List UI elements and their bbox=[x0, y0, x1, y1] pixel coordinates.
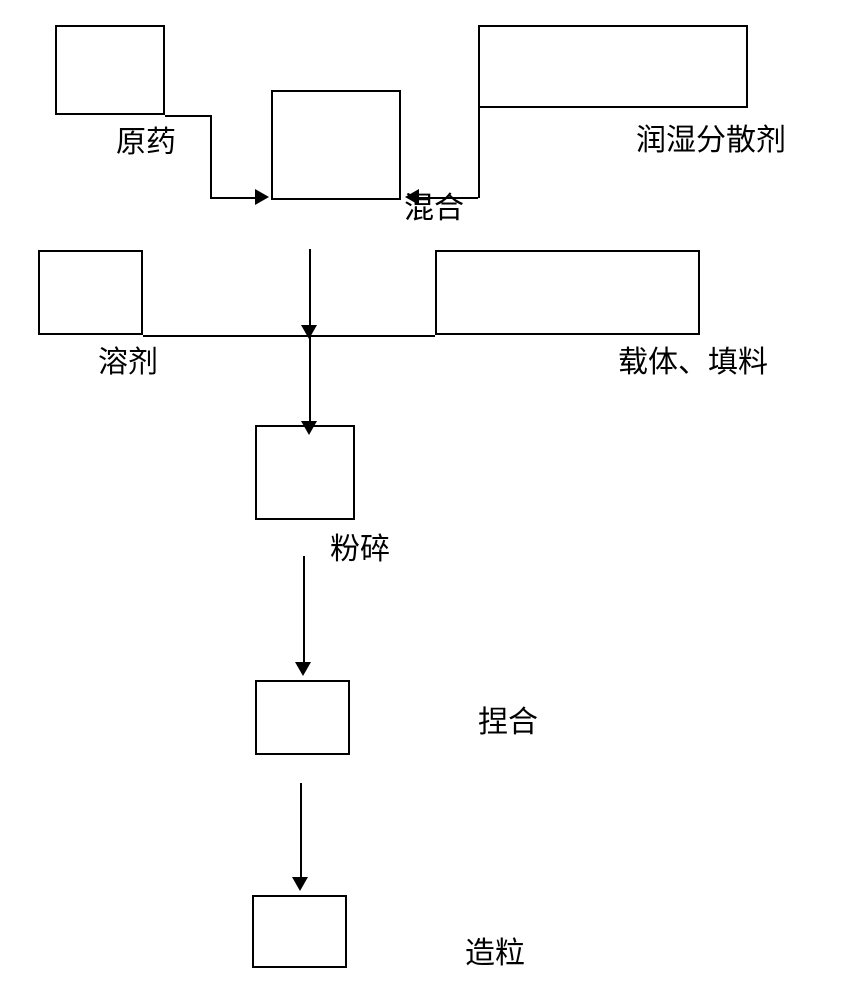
node-mix bbox=[271, 90, 401, 200]
connector-line bbox=[303, 556, 305, 666]
connector-line bbox=[309, 337, 311, 425]
arrow-head-icon bbox=[295, 662, 311, 676]
node-label-granulate: 造粒 bbox=[465, 928, 525, 972]
arrow-head-icon bbox=[301, 325, 317, 339]
node-label-raw: 原药 bbox=[116, 117, 176, 161]
arrow-head-icon bbox=[405, 189, 419, 205]
node-knead bbox=[255, 680, 350, 755]
connector-line bbox=[165, 115, 210, 117]
flowchart-canvas: 原药润湿分散剂混合溶剂载体、填料粉碎捏合造粒 bbox=[0, 0, 858, 1000]
connector-line bbox=[300, 783, 302, 881]
node-wet bbox=[478, 25, 748, 108]
connector-line bbox=[210, 115, 212, 198]
node-label-wet: 润湿分散剂 bbox=[636, 115, 786, 159]
connector-line bbox=[311, 335, 435, 337]
node-label-solvent: 溶剂 bbox=[98, 337, 158, 381]
arrow-head-icon bbox=[292, 877, 308, 891]
node-granulate bbox=[252, 895, 347, 968]
connector-line bbox=[418, 197, 478, 199]
arrow-head-icon bbox=[301, 421, 317, 435]
connector-line bbox=[478, 108, 480, 198]
connector-line bbox=[210, 197, 256, 199]
node-label-knead: 捏合 bbox=[478, 697, 538, 741]
node-label-carrier: 载体、填料 bbox=[618, 337, 768, 381]
node-crush bbox=[255, 425, 355, 520]
node-carrier bbox=[435, 250, 700, 335]
node-raw bbox=[55, 25, 165, 115]
connector-line bbox=[143, 335, 311, 337]
arrow-head-icon bbox=[255, 189, 269, 205]
connector-line bbox=[309, 249, 311, 329]
node-solvent bbox=[38, 250, 143, 335]
node-label-crush: 粉碎 bbox=[330, 524, 390, 568]
